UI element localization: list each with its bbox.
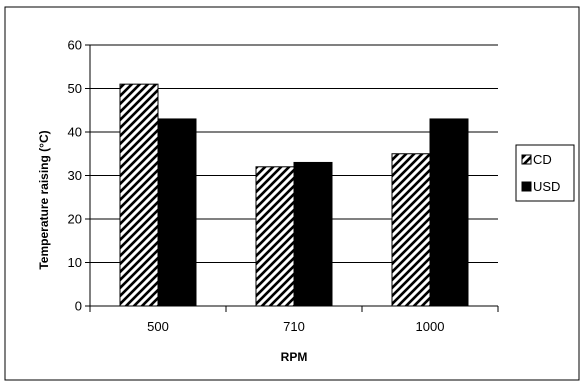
y-tick-label: 60 — [68, 38, 82, 53]
bar-usd-1000 — [429, 118, 469, 307]
tick-labels: 0 10 20 30 40 50 60 500 710 1000 — [68, 38, 445, 335]
legend-swatch-cd — [521, 154, 532, 165]
legend-box — [515, 144, 575, 202]
legend-label-cd: CD — [533, 152, 552, 167]
bar-cd-710 — [255, 166, 295, 307]
y-tick-label: 0 — [75, 299, 82, 314]
y-tick-label: 50 — [68, 81, 82, 96]
y-tick-label: 30 — [68, 168, 82, 183]
x-tick-label: 500 — [147, 319, 169, 334]
x-axis-title: RPM — [281, 350, 308, 364]
legend: CD USD — [515, 144, 575, 202]
bar-cd-1000 — [391, 153, 431, 307]
legend-label-usd: USD — [533, 179, 560, 194]
x-tick-label: 710 — [283, 319, 305, 334]
legend-swatch-usd — [521, 181, 532, 192]
y-tick-label: 20 — [68, 212, 82, 227]
y-tick-label: 10 — [68, 255, 82, 270]
bar-usd-710 — [293, 161, 333, 307]
axes — [85, 44, 499, 312]
chart-border — [4, 6, 580, 381]
x-tick-label: 1000 — [416, 319, 445, 334]
bar-cd-500 — [119, 83, 159, 307]
y-axis-title: Temperature raising (°C) — [37, 130, 51, 269]
bar-usd-500 — [157, 118, 197, 307]
bars — [119, 83, 469, 307]
y-tick-label: 40 — [68, 125, 82, 140]
